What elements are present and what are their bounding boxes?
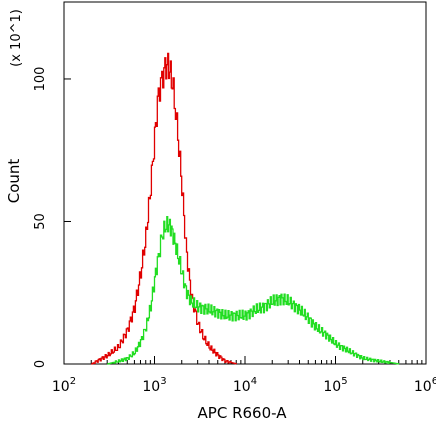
y-tick-label: 100: [33, 67, 48, 92]
y-tick-label: 0: [33, 360, 48, 368]
x-axis-ticks: 102 103 104 105 106: [52, 356, 436, 395]
series-layer: [91, 52, 400, 365]
y-tick-label: 50: [33, 213, 48, 230]
x-tick-label: 103: [142, 376, 166, 395]
y-axis-label: Count: [5, 159, 23, 204]
x-axis-label: APC R660-A: [198, 404, 288, 422]
plot-frame: [63, 1, 427, 365]
x-tick-label: 106: [414, 376, 436, 395]
x-tick-label: 104: [233, 376, 257, 395]
series-1-line: [107, 216, 400, 365]
x-tick-label: 105: [323, 376, 347, 395]
series-0-line: [91, 52, 237, 365]
y-axis-ticks: 0 50 100: [33, 67, 71, 368]
x-tick-label: 102: [52, 376, 76, 395]
y-multiplier-label: (x 10^1): [9, 9, 24, 67]
